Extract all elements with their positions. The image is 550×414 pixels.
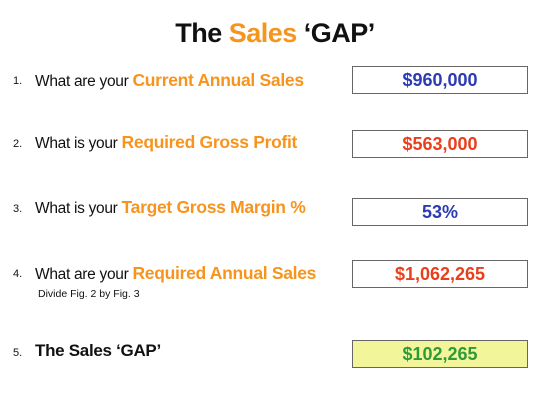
row-question: What is your Required Gross Profit bbox=[35, 132, 297, 153]
sales-gap-label: The Sales ‘GAP’ bbox=[35, 341, 161, 360]
target-gross-margin-value: 53% bbox=[352, 198, 528, 226]
question-highlight: Required Annual Sales bbox=[132, 263, 317, 283]
page-title: The Sales ‘GAP’ bbox=[0, 18, 550, 49]
row-number: 1. bbox=[13, 75, 23, 87]
row-number: 4. bbox=[13, 268, 23, 280]
required-gross-profit-value: $563,000 bbox=[352, 130, 528, 158]
row-number: 5. bbox=[13, 347, 23, 359]
title-suffix: ‘GAP’ bbox=[296, 18, 376, 48]
question-highlight: Current Annual Sales bbox=[132, 70, 304, 90]
question-highlight: Target Gross Margin % bbox=[121, 197, 306, 217]
sales-gap-value: $102,265 bbox=[352, 340, 528, 368]
title-prefix: The bbox=[175, 18, 229, 48]
title-accent: Sales bbox=[228, 18, 298, 48]
row-question: What are your Current Annual Sales bbox=[35, 70, 304, 91]
row-number: 2. bbox=[13, 138, 23, 150]
required-annual-sales-value: $1,062,265 bbox=[352, 260, 528, 288]
row-note: Divide Fig. 2 by Fig. 3 bbox=[38, 288, 140, 300]
question-prefix: What are your bbox=[35, 266, 133, 283]
current-annual-sales-value: $960,000 bbox=[352, 66, 528, 94]
question-highlight: Required Gross Profit bbox=[121, 132, 298, 152]
question-prefix: What is your bbox=[35, 135, 122, 152]
question-prefix: What is your bbox=[35, 200, 122, 217]
question-prefix: What are your bbox=[35, 73, 133, 90]
row-question: What is your Target Gross Margin % bbox=[35, 197, 306, 218]
row-number: 3. bbox=[13, 203, 23, 215]
row-question: What are your Required Annual Sales bbox=[35, 263, 316, 284]
